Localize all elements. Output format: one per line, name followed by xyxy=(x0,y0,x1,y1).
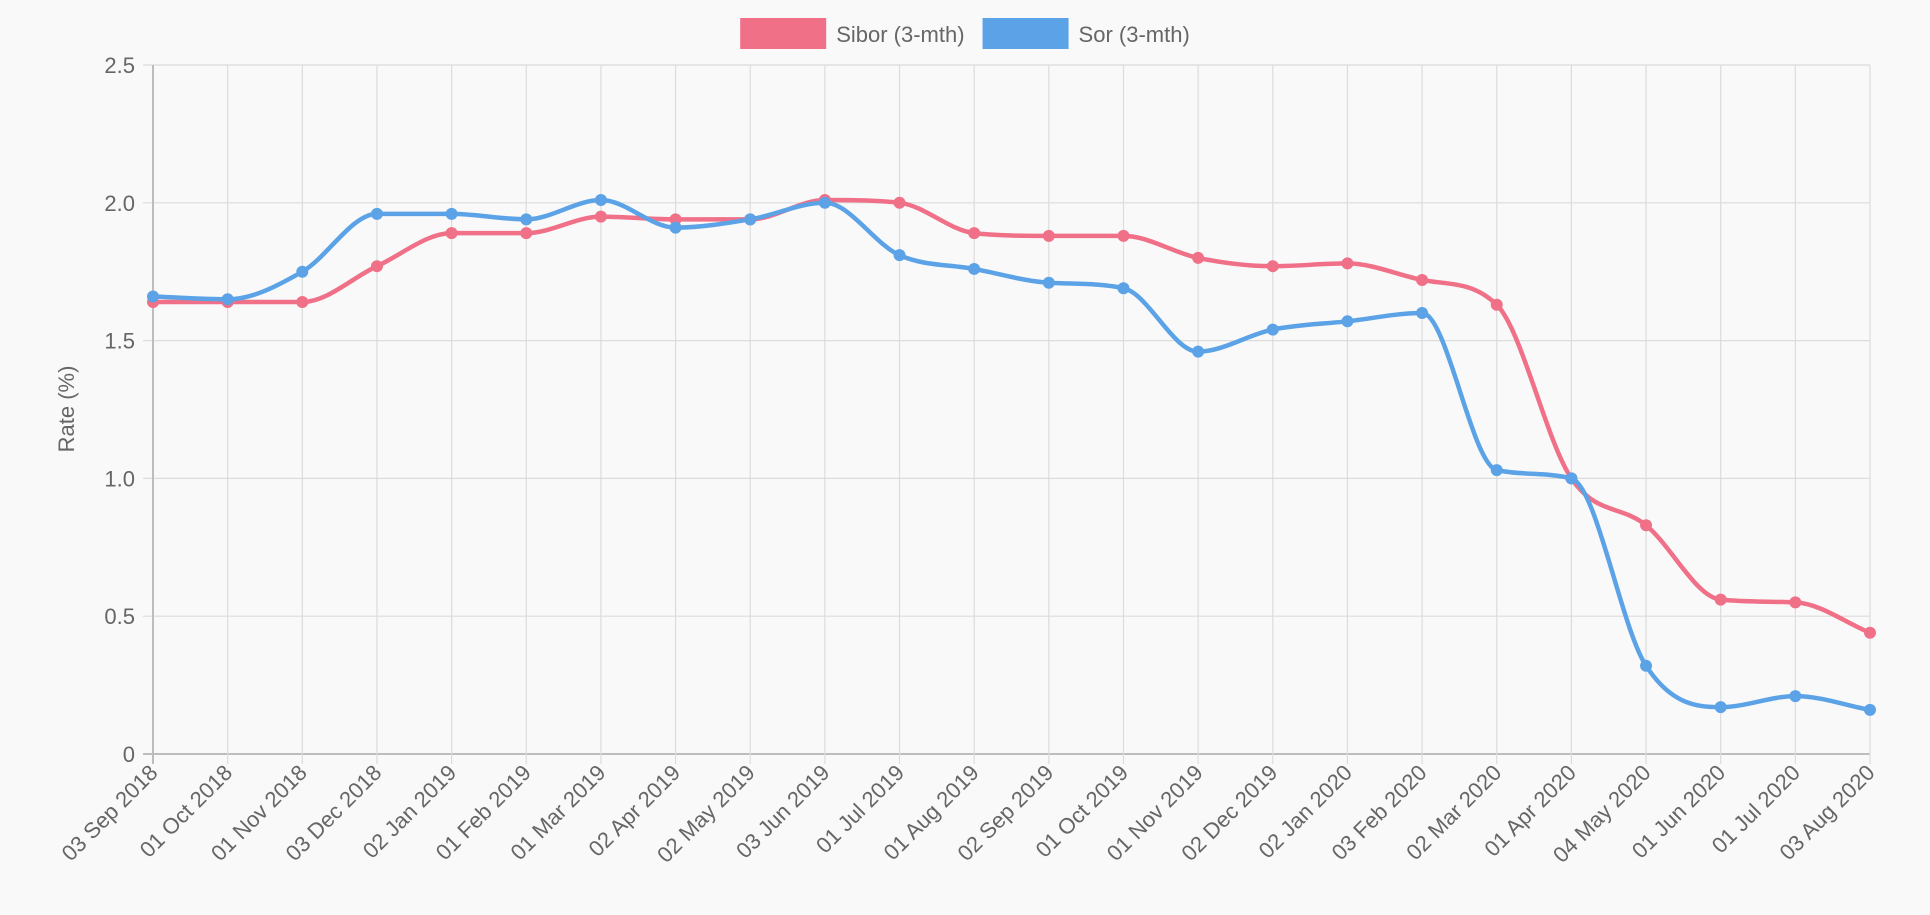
data-point-series-1[interactable] xyxy=(968,227,981,240)
data-point-series-1[interactable] xyxy=(1266,260,1279,273)
series-line-2 xyxy=(150,197,1873,713)
data-point-series-2[interactable] xyxy=(1192,345,1205,358)
data-point-series-2[interactable] xyxy=(744,213,757,226)
legend-label: Sor (3-mth) xyxy=(1079,22,1190,47)
data-point-series-2[interactable] xyxy=(520,213,533,226)
data-point-series-2[interactable] xyxy=(1640,659,1653,672)
legend-label: Sibor (3-mth) xyxy=(836,22,964,47)
data-point-series-2[interactable] xyxy=(296,265,309,278)
data-point-series-1[interactable] xyxy=(1490,298,1503,311)
data-point-series-2[interactable] xyxy=(1789,690,1802,703)
y-tick-label: 1.5 xyxy=(104,329,135,354)
data-point-series-1[interactable] xyxy=(893,196,906,209)
data-point-series-1[interactable] xyxy=(1341,257,1354,270)
data-point-series-2[interactable] xyxy=(1864,703,1876,716)
data-point-series-1[interactable] xyxy=(1789,596,1802,609)
data-point-series-1[interactable] xyxy=(1192,251,1205,264)
y-tick-label: 2.0 xyxy=(104,191,135,216)
y-tick-label: 1.0 xyxy=(104,466,135,491)
legend-swatch xyxy=(982,18,1069,49)
y-tick-label: 0.5 xyxy=(104,604,135,629)
data-point-series-2[interactable] xyxy=(669,221,682,234)
y-tick-label: 0 xyxy=(123,742,135,767)
data-point-series-2[interactable] xyxy=(1341,315,1354,328)
legend-swatch xyxy=(740,18,827,49)
series-lines xyxy=(150,197,1873,713)
y-tick-label: 2.5 xyxy=(104,53,135,78)
data-point-series-2[interactable] xyxy=(147,290,159,303)
data-point-series-2[interactable] xyxy=(1565,472,1578,485)
data-point-series-2[interactable] xyxy=(370,207,383,220)
data-point-series-1[interactable] xyxy=(1640,519,1653,532)
data-points xyxy=(147,194,1876,716)
data-point-series-2[interactable] xyxy=(221,293,234,306)
data-point-series-1[interactable] xyxy=(1416,273,1429,286)
data-point-series-2[interactable] xyxy=(445,207,458,220)
data-point-series-1[interactable] xyxy=(669,213,682,226)
data-point-series-2[interactable] xyxy=(1714,701,1727,714)
y-axis-title: Rate (%) xyxy=(54,366,79,453)
data-point-series-2[interactable] xyxy=(1117,282,1130,295)
data-point-series-2[interactable] xyxy=(1266,323,1279,336)
data-point-series-1[interactable] xyxy=(1714,593,1727,606)
data-point-series-2[interactable] xyxy=(968,262,981,275)
data-point-series-1[interactable] xyxy=(1117,229,1130,242)
data-point-series-2[interactable] xyxy=(1490,464,1503,477)
data-point-series-1[interactable] xyxy=(1042,229,1055,242)
data-point-series-1[interactable] xyxy=(594,210,607,223)
data-point-series-1[interactable] xyxy=(370,260,383,273)
data-point-series-2[interactable] xyxy=(818,196,831,209)
data-point-series-1[interactable] xyxy=(296,296,309,309)
grid xyxy=(143,64,1871,764)
data-point-series-1[interactable] xyxy=(1864,626,1876,639)
data-point-series-1[interactable] xyxy=(520,227,533,240)
legend: Sibor (3-mth) Sor (3-mth) xyxy=(740,18,1190,49)
legend-item-2[interactable]: Sor (3-mth) xyxy=(982,18,1190,49)
data-point-series-2[interactable] xyxy=(1042,276,1055,289)
data-point-series-2[interactable] xyxy=(893,249,906,262)
data-point-series-2[interactable] xyxy=(594,194,607,207)
data-point-series-2[interactable] xyxy=(1416,307,1429,320)
data-point-series-1[interactable] xyxy=(445,227,458,240)
legend-item-1[interactable]: Sibor (3-mth) xyxy=(740,18,965,49)
